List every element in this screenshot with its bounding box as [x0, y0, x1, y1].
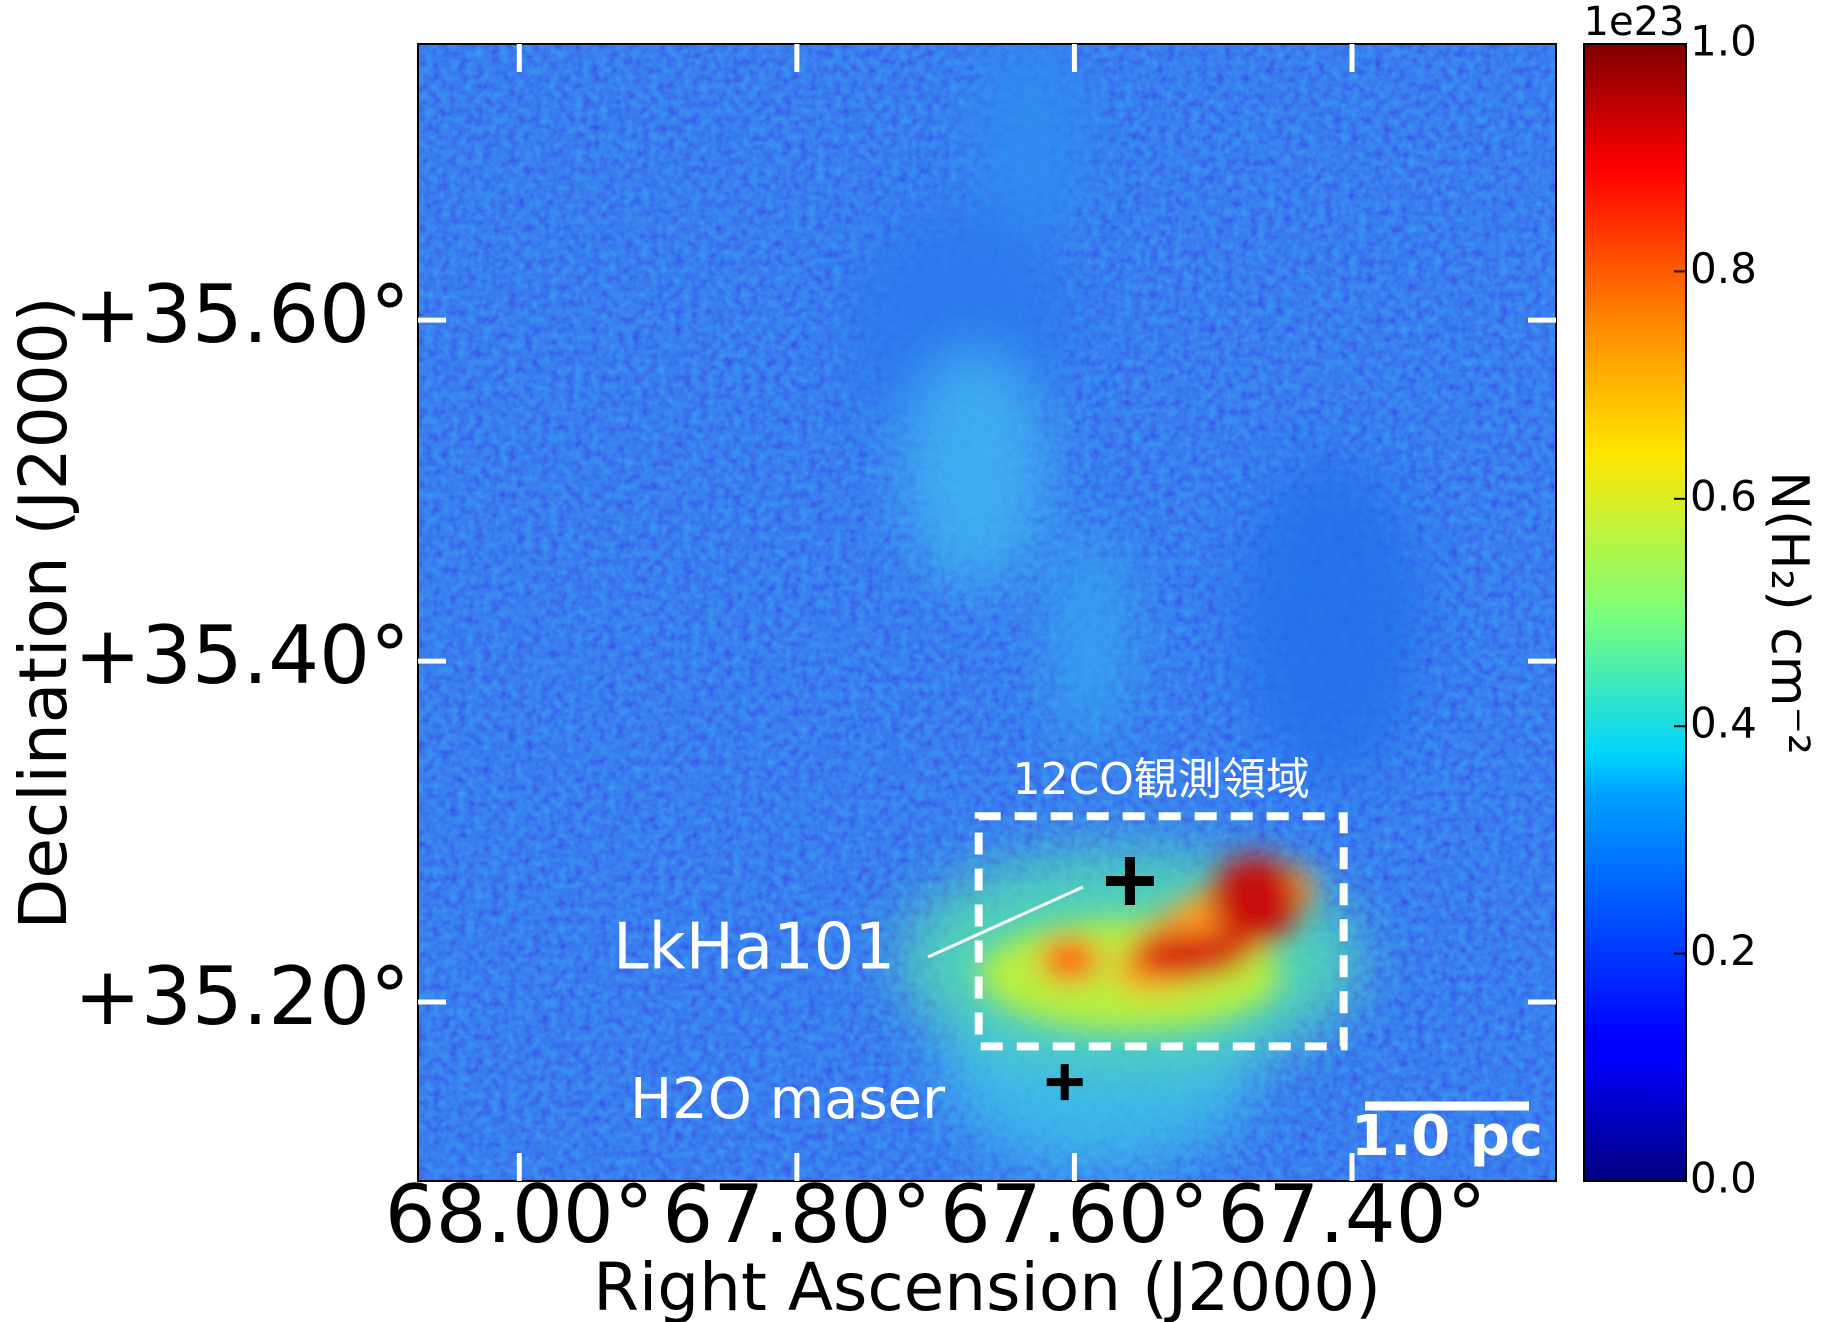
- colorbar: [1583, 43, 1687, 1182]
- colorbar-tick-label: 0.4: [1690, 699, 1757, 748]
- pointer-line: [927, 885, 1084, 959]
- x-tick-label: 67.60°: [940, 1168, 1209, 1261]
- scale-bar-label: 1.0 pc: [1351, 1104, 1543, 1169]
- marker-label: H2O maser: [630, 1067, 946, 1132]
- x-axis-label: Right Ascension (J2000): [593, 1249, 1381, 1322]
- colorbar-tick-label: 0.8: [1690, 244, 1757, 293]
- x-tick-label: 67.80°: [662, 1168, 931, 1261]
- colorbar-tick-label: 0.6: [1690, 471, 1757, 520]
- cross-marker: [1105, 856, 1154, 905]
- y-tick-label: +35.40°: [74, 609, 410, 702]
- plot-frame: [417, 43, 1557, 1182]
- colorbar-tick-label: 0.2: [1690, 926, 1757, 975]
- colorbar-offset: 1e23: [1584, 0, 1685, 45]
- colorbar-tick-label: 1.0: [1690, 17, 1757, 66]
- region-box: [974, 812, 1348, 1051]
- colorbar-tick-label: 0.0: [1690, 1154, 1757, 1203]
- cross-marker: [1046, 1064, 1083, 1101]
- colorbar-label: N(H₂) cm⁻²: [1759, 471, 1819, 755]
- y-tick-label: +35.60°: [74, 268, 410, 361]
- x-tick-label: 68.00°: [385, 1168, 654, 1261]
- y-axis-label: Declination (J2000): [5, 297, 82, 930]
- y-tick-label: +35.20°: [74, 950, 410, 1043]
- region-label: 12CO観測領域: [1012, 754, 1309, 805]
- marker-label: LkHa101: [613, 911, 895, 985]
- column-density-image: [418, 44, 1556, 1181]
- x-tick-label: 67.40°: [1217, 1168, 1486, 1261]
